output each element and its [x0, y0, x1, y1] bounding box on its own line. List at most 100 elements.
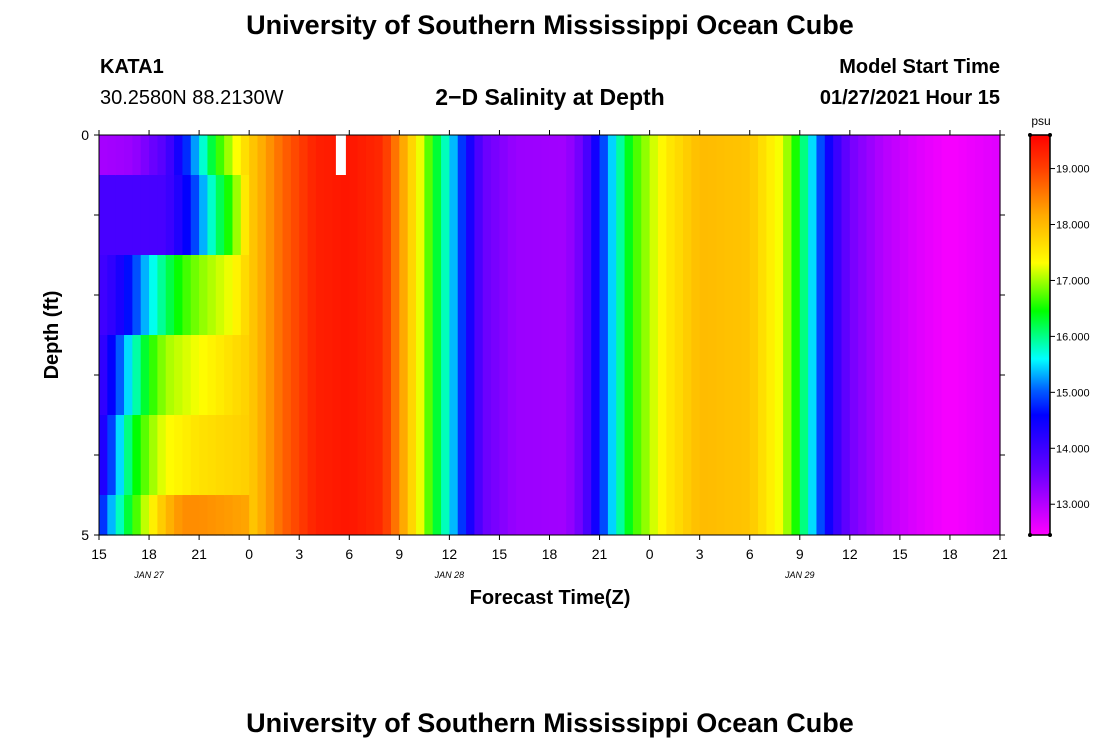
heatmap-cell [165, 495, 175, 536]
x-tick-label: 15 [492, 546, 508, 562]
colorbar-marker [1028, 133, 1032, 137]
heatmap-cell [190, 415, 200, 496]
heatmap-cell [424, 135, 434, 535]
plot-title: 2−D Salinity at Depth [435, 84, 665, 110]
y-tick-label: 0 [81, 127, 89, 143]
heatmap-cell [899, 135, 909, 535]
heatmap-cell [115, 175, 125, 256]
heatmap-cell [224, 415, 234, 496]
heatmap-cell [466, 135, 476, 535]
heatmap-cell [224, 135, 234, 176]
heatmap-cell [708, 135, 717, 535]
x-axis-title: Forecast Time(Z) [470, 587, 631, 609]
heatmap-cell [174, 135, 184, 176]
heatmap-cell [315, 135, 325, 535]
date-label: JAN 29 [784, 570, 815, 580]
missing-data-cell [335, 135, 346, 175]
heatmap-cell [224, 255, 234, 336]
colorbar: psu 13.000 14.000 15.000 16.000 17.000 18.000… [1028, 114, 1090, 537]
heatmap-cell [182, 415, 192, 496]
heatmap-cell [733, 135, 742, 535]
heatmap-cell [107, 255, 117, 336]
station-id: KATA1 [100, 56, 164, 78]
x-tick-label: 9 [796, 546, 804, 562]
heatmap-cell [841, 135, 851, 535]
heatmap-cell [816, 135, 826, 535]
x-tick-label: 21 [992, 546, 1008, 562]
x-tick-label: 6 [345, 546, 353, 562]
colorbar-marker [1028, 533, 1032, 537]
heatmap-cell [207, 255, 217, 336]
heatmap-cell [941, 135, 951, 535]
heatmap-cell [983, 135, 993, 535]
heatmap-cell [916, 135, 926, 535]
heatmap-cell [641, 135, 651, 535]
heatmap-cell [949, 135, 959, 535]
heatmap-cell [132, 135, 142, 176]
heatmap-cell [199, 175, 209, 256]
heatmap-cell [199, 335, 209, 416]
heatmap-cell [115, 495, 125, 536]
heatmap-cell [165, 135, 175, 176]
heatmap-cell [407, 135, 417, 535]
heatmap-cell [124, 415, 133, 496]
heatmap-cell [416, 135, 425, 535]
heatmap-cell [115, 255, 125, 336]
heatmap-cell [240, 495, 250, 536]
x-tick-label: 21 [592, 546, 608, 562]
x-tick-label: 12 [442, 546, 458, 562]
heatmap-cell [382, 135, 392, 535]
heatmap-cell [340, 135, 350, 535]
heatmap-cell [349, 135, 359, 535]
heatmap-cell [891, 135, 901, 535]
heatmap-cell [190, 335, 200, 416]
heatmap-cell [115, 135, 125, 176]
colorbar-tick-label: 19.000 [1056, 164, 1090, 176]
heatmap-cell [224, 495, 234, 536]
heatmap-cell [140, 415, 150, 496]
heatmap-cell [215, 335, 225, 416]
heatmap-cell [374, 135, 384, 535]
heatmap-cell [649, 135, 659, 535]
heatmap-cell [207, 415, 217, 496]
heatmap-cell [574, 135, 584, 535]
x-tick-label: 18 [942, 546, 958, 562]
heatmap-cell [232, 135, 242, 176]
station-coordinates: 30.2580N 88.2130W [100, 87, 284, 109]
heatmap-cell [132, 415, 142, 496]
heatmap-cell [432, 135, 442, 535]
x-tick-label: 18 [542, 546, 558, 562]
heatmap-cell [182, 495, 192, 536]
heatmap-cell [449, 135, 459, 535]
heatmap-cell [933, 135, 943, 535]
heatmap-cell [991, 135, 1001, 535]
heatmap-cell [174, 495, 184, 536]
heatmap-cell [190, 255, 200, 336]
heatmap-cell [474, 135, 484, 535]
heatmap-cell [124, 175, 133, 256]
heatmap-cell [274, 135, 284, 535]
heatmap-cell [299, 135, 309, 535]
heatmap-cell [107, 175, 117, 256]
heatmap-cell [165, 415, 175, 496]
heatmap-cell [908, 135, 918, 535]
heatmap-cell [132, 255, 142, 336]
heatmap-cells [99, 135, 1001, 536]
heatmap-cell [224, 335, 234, 416]
heatmap-cell [232, 335, 242, 416]
heatmap-cell [124, 335, 133, 416]
heatmap-cell [190, 135, 200, 176]
heatmap-cell [699, 135, 709, 535]
page-title: University of Southern Mississippi Ocean… [246, 10, 854, 40]
y-tick-label: 5 [81, 527, 89, 543]
x-tick-label: 9 [395, 546, 403, 562]
heatmap-cell [232, 415, 242, 496]
heatmap-cell [99, 335, 108, 416]
heatmap-cell [207, 175, 217, 256]
heatmap-cell [691, 135, 701, 535]
heatmap-cell [441, 135, 450, 535]
colorbar-tick-label: 17.000 [1056, 275, 1090, 287]
heatmap-cell [215, 175, 225, 256]
model-start-value: 01/27/2021 Hour 15 [819, 87, 1000, 109]
heatmap-cell [215, 495, 225, 536]
